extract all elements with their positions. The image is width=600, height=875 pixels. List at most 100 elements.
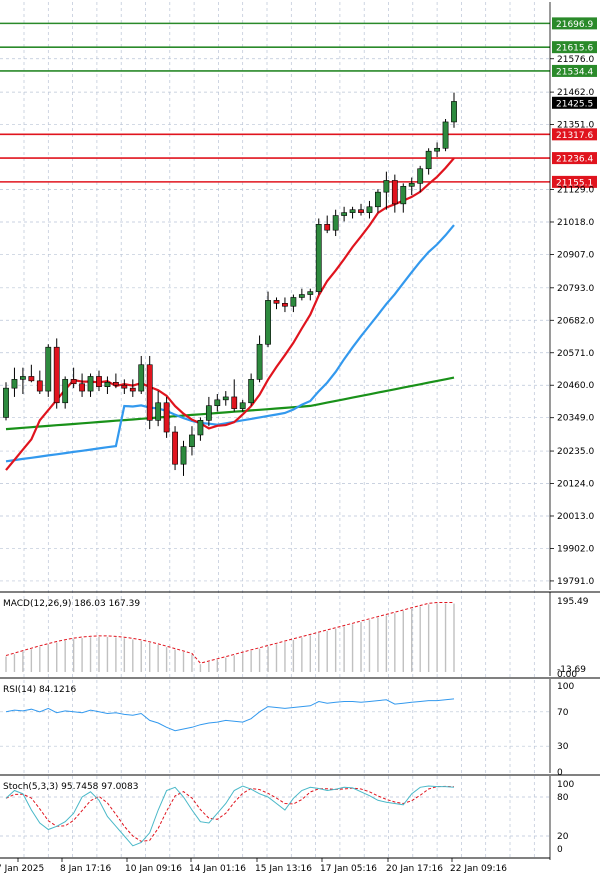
candle-bear (172, 431, 178, 465)
time-tick-label: 20 Jan 17:16 (386, 864, 443, 874)
candle-bull (197, 420, 204, 436)
candle-bull (248, 379, 255, 404)
price-tick-label: 19902.0 (557, 544, 594, 554)
price-tick-label: 20235.0 (557, 447, 594, 457)
time-tick-label: 10 Jan 09:16 (125, 864, 182, 874)
candle-bear (129, 387, 136, 392)
candle-bull (189, 434, 195, 447)
candle-bull (104, 381, 111, 387)
grid (0, 2, 550, 860)
moving-averages (5, 157, 455, 471)
candle-bear (282, 303, 288, 307)
time-tick-label: 7 Jan 2025 (0, 864, 44, 874)
candle-bull (180, 446, 187, 465)
price-tick-label: 20907.0 (557, 250, 594, 260)
current-price-box (552, 96, 597, 109)
ma-fast-line (5, 157, 455, 471)
candle-bull (138, 364, 145, 392)
rsi-axis-label: 0 (557, 768, 563, 778)
support-level-label: 21317.6 (556, 131, 593, 141)
candle-bull (434, 147, 440, 152)
candle-bear (163, 402, 170, 433)
macd-axis-bottom: -13.69 (557, 665, 586, 675)
candle-bull (3, 387, 9, 418)
candle-bull (400, 185, 407, 205)
price-tick-label: 20682.0 (557, 316, 594, 326)
price-tick-label: 20460.0 (557, 381, 594, 391)
price-tick-label: 21351.0 (557, 121, 594, 131)
candle-bull (62, 379, 69, 404)
candle-bear (96, 376, 102, 387)
candle-bull (11, 379, 18, 389)
candle-bull (20, 376, 26, 380)
candle-bull (155, 402, 162, 421)
stoch-axis-label: 20 (557, 832, 569, 842)
candle-bull (87, 376, 94, 392)
candle-bull (45, 346, 52, 392)
macd-axis-top: 195.49 (557, 597, 589, 607)
stoch-axis-label: 100 (557, 780, 574, 790)
candle-bear (231, 396, 238, 409)
support-level-box (552, 128, 597, 141)
macd-axis-zero: 0.00 (557, 670, 577, 680)
level-lines: 21696.9 21615.6 21534.4 21317.6 21236.4 21155… (0, 17, 597, 188)
ma-mid-line (5, 224, 455, 463)
price-tick-label: 20013.0 (557, 512, 594, 522)
candle-bear (28, 376, 35, 382)
stoch-signal-line (5, 785, 455, 842)
support-level-label: 21155.1 (556, 178, 593, 188)
candle-bull (332, 215, 339, 231)
candle-bear (146, 364, 153, 421)
time-tick-label: 15 Jan 13:16 (255, 864, 312, 874)
price-tick-label: 20571.0 (557, 349, 594, 359)
stoch-label: Stoch(5,3,3) 95.7458 97.0083 (3, 782, 138, 792)
macd-panel: MACD(12,26,9) 186.03 167.39 195.49 -13.690… (0, 591, 600, 680)
stoch-axis-label: 80 (557, 793, 569, 803)
time-tick-label: 17 Jan 05:16 (320, 864, 377, 874)
candle-bull (442, 121, 449, 149)
resistance-level-box (552, 41, 597, 54)
candle-bull (341, 212, 348, 216)
candle-bull (239, 402, 246, 409)
rsi-axis-label: 100 (557, 682, 574, 692)
price-tick-label: 19791.0 (557, 577, 594, 587)
candle-bear (358, 209, 364, 213)
time-tick-label: 14 Jan 01:16 (189, 864, 246, 874)
candle-bear (112, 381, 119, 386)
candle-bull (256, 343, 263, 380)
price-tick-label: 20793.0 (557, 284, 594, 294)
candle-bull (451, 101, 457, 123)
candle-bull (375, 191, 381, 208)
price-tick-label: 21018.0 (557, 218, 594, 228)
candle-bull (265, 300, 271, 345)
resistance-level-label: 21534.4 (556, 67, 593, 77)
stoch-axis-label: 0 (557, 845, 563, 855)
candle-bull (408, 183, 415, 187)
candle-bear (273, 300, 280, 304)
candle-bull (222, 396, 229, 401)
resistance-level-box (552, 64, 597, 77)
current-price-label: 21425.5 (556, 99, 593, 109)
candle-bull (298, 294, 305, 298)
rsi-label: RSI(14) 84.1216 (3, 685, 76, 695)
candle-bull (417, 168, 424, 184)
resistance-level-label: 21696.9 (556, 20, 593, 30)
time-axis: 7 Jan 2025 8 Jan 17:16 10 Jan 09:16 14 Jan … (0, 857, 550, 874)
stoch-panel: Stoch(5,3,3) 95.7458 97.0083 100 80 20 0 (0, 774, 600, 855)
candle-bull (383, 180, 390, 193)
candle-bull (425, 150, 432, 170)
time-tick-label: 8 Jan 17:16 (60, 864, 112, 874)
price-tick-label: 21576.0 (557, 55, 594, 65)
candle-bear (121, 384, 128, 389)
candle-bear (36, 380, 43, 392)
stoch-main-line (5, 785, 455, 847)
rsi-line (5, 698, 455, 732)
price-tick-label: 21129.0 (557, 186, 594, 196)
candle-bull (205, 405, 212, 421)
candle-bear (391, 180, 398, 205)
price-tick-label: 21462.0 (557, 88, 594, 98)
price-tick-label: 20124.0 (557, 480, 594, 490)
candles (3, 92, 457, 476)
ma-slow-line (5, 376, 455, 431)
